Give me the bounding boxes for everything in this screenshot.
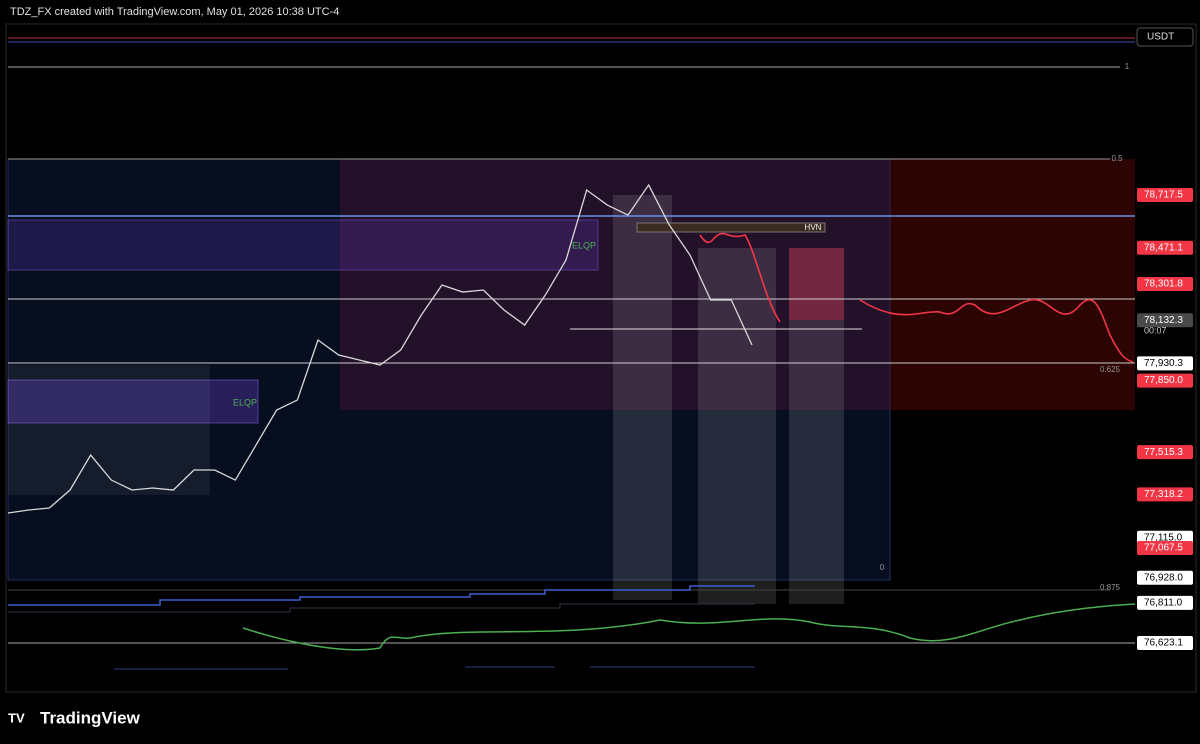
zone <box>789 248 844 320</box>
fib-label: 0.625 <box>1100 365 1121 374</box>
price-tag-label: 77,115.0 <box>1144 532 1183 543</box>
price-tag-label: 78,471.1 <box>1144 242 1183 253</box>
price-tag-label: 78,717.5 <box>1144 190 1183 201</box>
logo-mark: TV <box>8 710 25 725</box>
hvn-bar <box>636 222 826 233</box>
annotation: HVN <box>805 223 822 232</box>
zone <box>8 365 210 495</box>
price-tag-label: 78,301.8 <box>1144 279 1183 290</box>
zones <box>7 158 1135 604</box>
price-tag-label: 77,850.0 <box>1144 375 1183 386</box>
price-tag <box>1137 595 1193 610</box>
logo: TradingView <box>40 708 141 727</box>
price-tag <box>1137 356 1193 371</box>
price-tag <box>1137 373 1193 388</box>
levels <box>8 37 1135 670</box>
zone <box>7 219 599 271</box>
step-line <box>8 603 755 613</box>
price-line <box>7 183 753 514</box>
fib-label: 0.5 <box>1111 154 1123 163</box>
zone <box>890 159 1135 410</box>
fib-label: 1 <box>1125 62 1130 71</box>
step-line <box>8 585 755 606</box>
forecast-curve <box>699 232 781 323</box>
price-tag-label: 76,811.0 <box>1144 597 1183 608</box>
step-line <box>114 666 755 670</box>
header-title: TDZ_FX created with TradingView.com, May… <box>10 6 339 18</box>
price-tag-label: 77,515.3 <box>1144 447 1183 458</box>
price-tag <box>1137 636 1193 651</box>
green-curve <box>242 603 1136 651</box>
price-tag-label: 77,930.3 <box>1144 358 1183 369</box>
fib-label: 0 <box>880 563 885 572</box>
price-tag-label: 78,132.3 <box>1144 315 1183 326</box>
annotation: ELQP <box>233 397 257 407</box>
price-tag <box>1137 313 1193 328</box>
zone <box>789 248 844 604</box>
price-tag <box>1137 487 1193 502</box>
price-tag <box>1137 276 1193 291</box>
currency[interactable]: USDT <box>1147 32 1174 43</box>
price-tag-label: 76,623.1 <box>1144 638 1183 649</box>
price-tag-label: 76,928.0 <box>1144 572 1183 583</box>
zone <box>698 248 776 604</box>
price-tag <box>1137 540 1193 555</box>
countdown: 00:07 <box>1144 326 1167 336</box>
chart-frame <box>5 23 1197 693</box>
price-tag-label: 77,318.2 <box>1144 489 1183 500</box>
price-tag <box>1137 445 1193 460</box>
price-tag <box>1137 240 1193 255</box>
zone <box>340 159 890 410</box>
price-tag <box>1137 188 1193 203</box>
zone <box>7 379 259 424</box>
currency-button[interactable] <box>1136 27 1194 47</box>
zone <box>613 195 672 600</box>
forecast-curve <box>859 298 1134 363</box>
fib-label: 0.875 <box>1100 583 1121 592</box>
annotation: ELQP <box>572 240 596 250</box>
price-tag-label: 77,067.5 <box>1144 543 1183 554</box>
price-tag <box>1137 570 1193 585</box>
